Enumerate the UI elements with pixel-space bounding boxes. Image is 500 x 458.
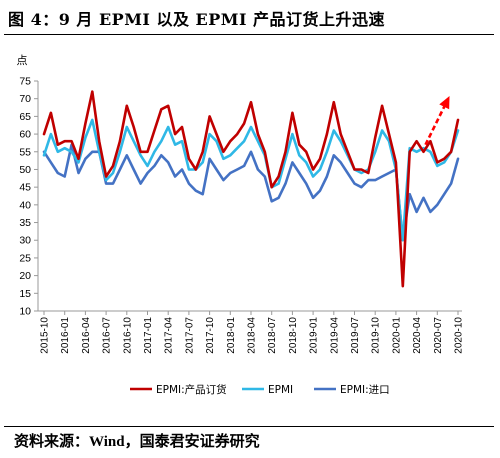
x-tick-label: 2019-01	[309, 317, 320, 354]
series-line-epmi	[42, 118, 460, 242]
y-tick-label: 70	[19, 93, 31, 105]
x-tick-label: 2020-10	[454, 317, 465, 354]
y-tick-label: 60	[19, 129, 31, 141]
x-tick-label: 2016-10	[122, 317, 133, 354]
trend-arrow-head	[439, 96, 450, 110]
y-tick-label: 25	[19, 252, 31, 264]
x-tick-label: 2020-04	[412, 317, 423, 354]
x-tick-label: 2015-10	[40, 317, 51, 354]
trend-arrow-group	[424, 96, 450, 146]
legend-item-epmi: EPMI	[242, 384, 293, 396]
axes-group: 10 15 20 25 30 35 40 45 50 55 60 65 70 75 点 2015-10 2016…	[17, 54, 465, 354]
x-tick-label: 2016-04	[81, 317, 92, 354]
series-line-epmi-imports	[42, 143, 460, 242]
legend-item-epmi-orders: EPMI:产品订货	[130, 383, 227, 396]
figure-title: 图 4：9 月 EPMI 以及 EPMI 产品订货上升迅速	[8, 10, 386, 29]
legend-label: EPMI:进口	[340, 384, 390, 396]
x-tick-label: 2017-04	[164, 317, 175, 354]
source-suffix: ，国泰君安证券研究	[124, 432, 260, 450]
source-rule	[4, 426, 494, 427]
x-tick-label: 2019-10	[371, 317, 382, 354]
series-line-epmi-orders	[42, 90, 460, 288]
y-tick-label: 75	[19, 76, 31, 88]
x-tick-label: 2019-04	[329, 317, 340, 354]
line-chart: 10 15 20 25 30 35 40 45 50 55 60 65 70 75 点 2015-10 2016…	[17, 54, 465, 396]
y-tick-label: 50	[19, 164, 31, 176]
title-rule	[4, 34, 494, 35]
legend-label: EPMI:产品订货	[156, 383, 227, 396]
source-wind: Wind	[89, 434, 125, 450]
y-tick-label: 15	[19, 288, 31, 300]
x-tick-label: 2016-01	[60, 317, 71, 354]
x-tick-label: 2019-07	[350, 317, 361, 354]
x-tick-label: 2017-10	[205, 317, 216, 354]
y-tick-label: 35	[19, 217, 31, 229]
legend-group: EPMI:产品订货 EPMI EPMI:进口	[130, 383, 390, 396]
y-tick-label: 20	[19, 270, 31, 282]
series-group	[42, 90, 460, 288]
x-tick-label: 2020-01	[391, 317, 402, 354]
x-tick-label: 2018-10	[288, 317, 299, 354]
x-tick-label: 2018-04	[247, 317, 258, 354]
y-tick-label: 65	[19, 111, 31, 123]
x-tick-label: 2018-07	[267, 317, 278, 354]
y-tick-label: 45	[19, 182, 31, 194]
source-prefix: 资料来源：	[14, 432, 90, 450]
y-tick-label: 30	[19, 235, 31, 247]
x-tick-label: 2017-07	[184, 317, 195, 354]
y-axis-unit: 点	[17, 54, 28, 67]
legend-item-epmi-imports: EPMI:进口	[314, 384, 390, 396]
source-note: 资料来源：Wind，国泰君安证券研究	[14, 430, 260, 451]
y-tick-label: 55	[19, 146, 31, 158]
y-tick-label: 10	[19, 306, 31, 318]
x-tick-label: 2016-07	[102, 317, 113, 354]
x-tick-label: 2020-07	[433, 317, 444, 354]
x-tick-label: 2017-01	[143, 317, 154, 354]
y-tick-label: 40	[19, 199, 31, 211]
legend-label: EPMI	[268, 384, 293, 396]
x-tick-label: 2018-01	[226, 317, 237, 354]
